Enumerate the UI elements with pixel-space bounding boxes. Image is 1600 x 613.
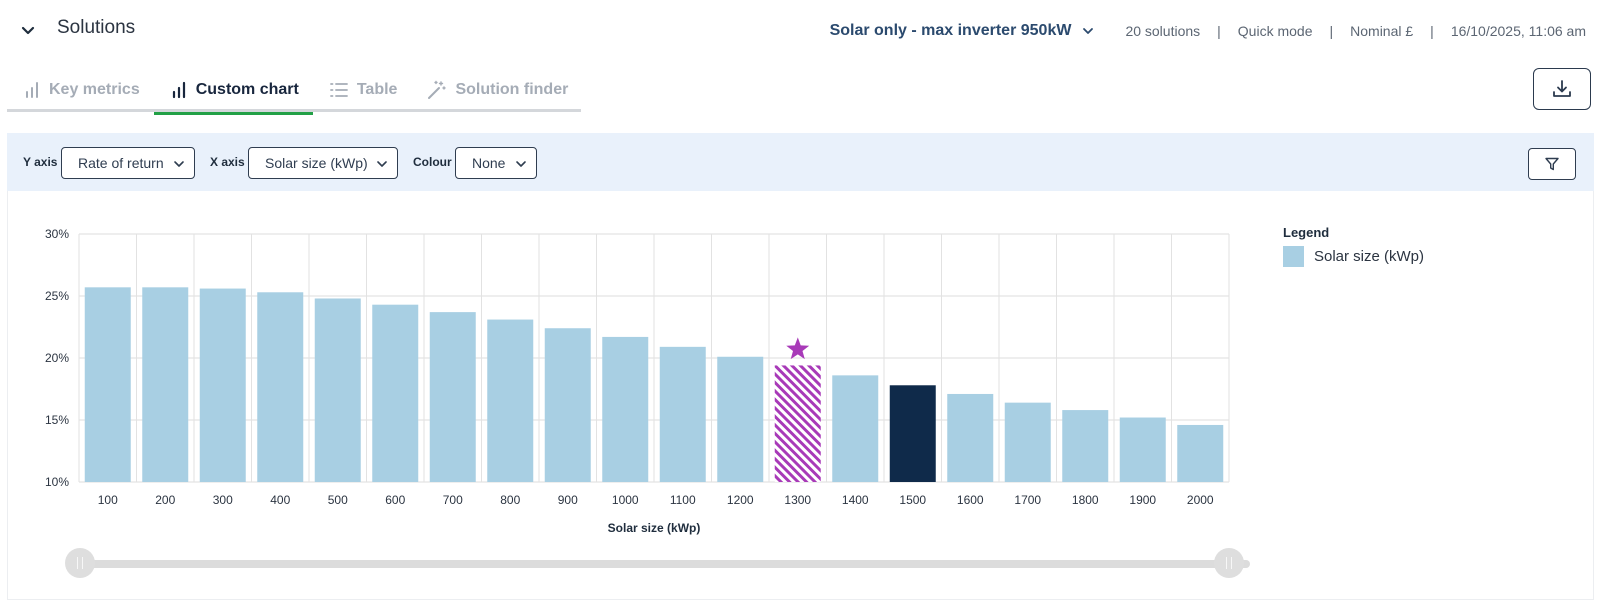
filter-icon: [1545, 157, 1559, 171]
colour-label: Colour: [413, 155, 452, 169]
currency-label: Nominal £: [1350, 23, 1414, 39]
legend-swatch: [1283, 246, 1304, 267]
x-axis-select[interactable]: Solar size (kWp): [248, 147, 398, 179]
grip-icon: [77, 557, 83, 569]
y-axis-value: Rate of return: [78, 155, 164, 171]
x-axis-value: Solar size (kWp): [265, 155, 368, 171]
solution-meta: Solar only - max inverter 950kW 20 solut…: [830, 20, 1586, 42]
bar-chart-icon: [170, 81, 188, 99]
separator: |: [1430, 23, 1434, 39]
slider-handle-max[interactable]: [1214, 548, 1244, 578]
tab-label: Key metrics: [49, 81, 140, 98]
download-icon: [1553, 80, 1571, 97]
chevron-down-icon: [1083, 28, 1094, 34]
view-tabs: Key metrics Custom chart Table Solution …: [7, 68, 582, 115]
download-button[interactable]: [1533, 68, 1591, 110]
legend-item-label: Solar size (kWp): [1314, 248, 1425, 265]
tab-label: Custom chart: [195, 81, 299, 98]
tab-solution-finder[interactable]: Solution finder: [411, 68, 582, 112]
tab-label: Table: [356, 81, 398, 98]
legend-item: Solar size (kWp): [1283, 246, 1424, 267]
magic-wand-icon: [427, 80, 447, 100]
page-title: Solutions: [57, 17, 136, 38]
collapse-chevron-icon[interactable]: [18, 20, 38, 40]
slider-track[interactable]: [82, 560, 1250, 568]
x-axis-label: X axis: [210, 155, 245, 169]
grip-icon: [1226, 557, 1232, 569]
solutions-count: 20 solutions: [1125, 23, 1201, 39]
solutions-header: Solutions Solar only - max inverter 950k…: [0, 0, 1600, 62]
tab-label: Solution finder: [455, 81, 569, 98]
colour-select[interactable]: None: [455, 147, 537, 179]
colour-value: None: [472, 155, 506, 171]
chart-toolbar: Y axis Rate of return X axis Solar size …: [7, 133, 1594, 191]
chevron-down-icon: [516, 161, 526, 167]
tab-key-metrics[interactable]: Key metrics: [7, 68, 154, 112]
mode-label: Quick mode: [1237, 23, 1313, 39]
bar-chart-icon: [23, 81, 41, 99]
tab-custom-chart[interactable]: Custom chart: [153, 68, 313, 115]
range-slider[interactable]: [65, 548, 1264, 580]
chevron-down-icon: [377, 161, 387, 167]
scenario-label: Solar only - max inverter 950kW: [829, 22, 1072, 39]
slider-handle-min[interactable]: [65, 548, 95, 578]
chevron-down-icon: [174, 161, 184, 167]
tab-table[interactable]: Table: [313, 68, 412, 112]
y-axis-label: Y axis: [23, 155, 58, 169]
legend-title: Legend: [1283, 225, 1330, 240]
y-axis-select[interactable]: Rate of return: [61, 147, 195, 179]
filter-button[interactable]: [1528, 148, 1576, 180]
separator: |: [1329, 23, 1334, 39]
scenario-dropdown[interactable]: Solar only - max inverter 950kW: [830, 22, 1096, 40]
timestamp: 16/10/2025, 11:06 am: [1450, 23, 1586, 39]
list-icon: [329, 81, 349, 99]
separator: |: [1217, 23, 1221, 39]
